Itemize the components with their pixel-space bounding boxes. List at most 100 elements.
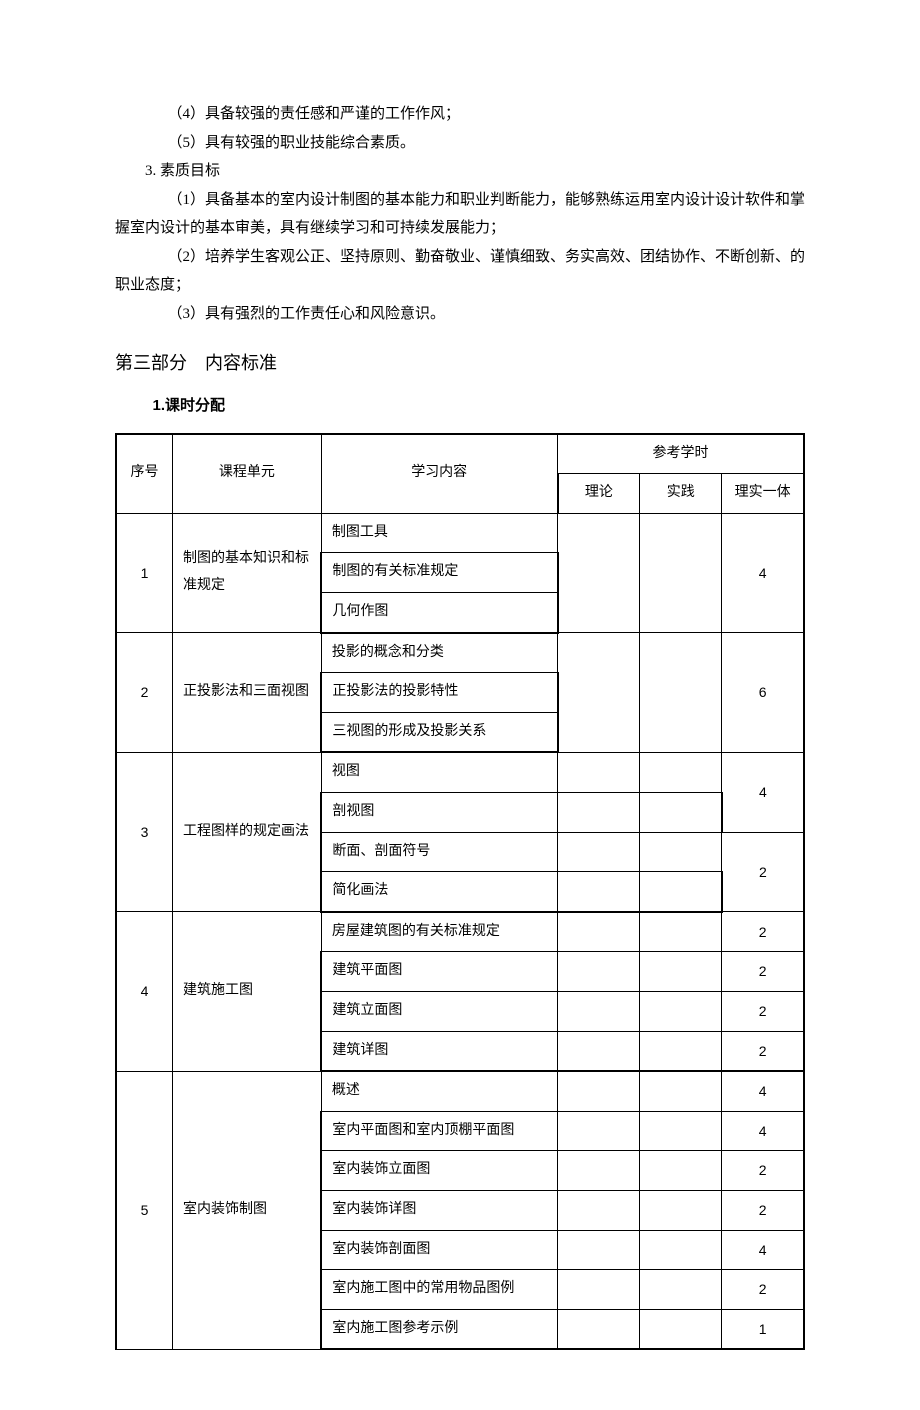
cell-seq: 4	[116, 912, 172, 1071]
cell-practice	[640, 992, 722, 1032]
cell-combined: 4	[722, 1230, 804, 1270]
cell-content: 室内施工图参考示例	[321, 1309, 557, 1349]
cell-theory	[558, 872, 640, 912]
section-3-title: 第三部分 内容标准	[115, 346, 805, 380]
cell-unit: 正投影法和三面视图	[172, 633, 321, 753]
cell-content: 房屋建筑图的有关标准规定	[321, 912, 557, 952]
p3-item-3: （3）具有强烈的工作责任心和风险意识。	[115, 300, 805, 329]
cell-seq: 3	[116, 752, 172, 911]
cell-unit: 建筑施工图	[172, 912, 321, 1071]
cell-theory	[558, 1151, 640, 1191]
cell-practice	[640, 1230, 722, 1270]
cell-content: 制图工具	[321, 513, 557, 553]
cell-theory	[558, 832, 640, 872]
p3-item-2: （2）培养学生客观公正、坚持原则、勤奋敬业、谨慎细致、务实高效、团结协作、不断创…	[115, 243, 805, 300]
p3-item-2-text: （2）培养学生客观公正、坚持原则、勤奋敬业、谨慎细致、务实高效、团结协作、不断创…	[115, 249, 805, 294]
cell-combined: 4	[722, 752, 804, 832]
cell-content: 断面、剖面符号	[321, 832, 557, 872]
th-unit: 课程单元	[172, 434, 321, 514]
cell-content: 建筑详图	[321, 1031, 557, 1071]
th-practice: 实践	[640, 474, 722, 514]
cell-content: 建筑立面图	[321, 992, 557, 1032]
cell-practice	[640, 952, 722, 992]
cell-theory	[558, 793, 640, 833]
cell-content: 正投影法的投影特性	[321, 673, 557, 713]
cell-unit: 室内装饰制图	[172, 1071, 321, 1349]
cell-content: 几何作图	[321, 593, 557, 633]
point3-heading: 3. 素质目标	[115, 157, 805, 186]
cell-combined: 4	[722, 1111, 804, 1151]
cell-combined: 2	[722, 952, 804, 992]
cell-content: 视图	[321, 752, 557, 792]
cell-theory	[558, 912, 640, 952]
cell-theory	[558, 1111, 640, 1151]
subheading-1: 1.课时分配	[115, 392, 805, 421]
cell-practice	[640, 1071, 722, 1111]
cell-practice	[640, 912, 722, 952]
cell-theory	[558, 633, 640, 753]
cell-theory	[558, 752, 640, 792]
cell-theory	[558, 952, 640, 992]
cell-seq: 1	[116, 513, 172, 632]
cell-seq: 2	[116, 633, 172, 753]
cell-combined: 4	[722, 1071, 804, 1111]
cell-content: 室内装饰详图	[321, 1190, 557, 1230]
cell-content: 概述	[321, 1071, 557, 1111]
table-row: 3 工程图样的规定画法 视图 4	[116, 752, 804, 792]
cell-combined: 2	[722, 1190, 804, 1230]
th-seq: 序号	[116, 434, 172, 514]
table-row: 1 制图的基本知识和标准规定 制图工具 4	[116, 513, 804, 553]
table-row: 5 室内装饰制图 概述 4	[116, 1071, 804, 1111]
cell-combined: 4	[722, 513, 804, 632]
cell-practice	[640, 1111, 722, 1151]
cell-content: 简化画法	[321, 872, 557, 912]
cell-combined: 2	[722, 1270, 804, 1310]
th-hours-group: 参考学时	[558, 434, 804, 474]
hours-table: 序号 课程单元 学习内容 参考学时 理论 实践 理实一体 1 制图的基本知识和标…	[115, 433, 805, 1351]
cell-theory	[558, 992, 640, 1032]
cell-combined: 2	[722, 1151, 804, 1191]
cell-theory	[558, 1270, 640, 1310]
th-combined: 理实一体	[722, 474, 804, 514]
cell-theory	[558, 1309, 640, 1349]
cell-content: 制图的有关标准规定	[321, 553, 557, 593]
subheading-1-text: 1.课时分配	[153, 397, 226, 414]
cell-content: 投影的概念和分类	[321, 633, 557, 673]
cell-theory	[558, 1031, 640, 1071]
cell-practice	[640, 1270, 722, 1310]
table-row: 4 建筑施工图 房屋建筑图的有关标准规定 2	[116, 912, 804, 952]
cell-seq: 5	[116, 1071, 172, 1349]
th-theory: 理论	[558, 474, 640, 514]
cell-unit: 工程图样的规定画法	[172, 752, 321, 911]
cell-content: 室内装饰剖面图	[321, 1230, 557, 1270]
cell-practice	[640, 513, 722, 632]
cell-practice	[640, 633, 722, 753]
cell-content: 室内施工图中的常用物品图例	[321, 1270, 557, 1310]
cell-practice	[640, 832, 722, 872]
cell-practice	[640, 752, 722, 792]
cell-combined: 2	[722, 912, 804, 952]
cell-theory	[558, 513, 640, 632]
table-row: 2 正投影法和三面视图 投影的概念和分类 6	[116, 633, 804, 673]
cell-content: 室内装饰立面图	[321, 1151, 557, 1191]
p3-item-1: （1）具备基本的室内设计制图的基本能力和职业判断能力，能够熟练运用室内设计设计软…	[115, 186, 805, 243]
p3-item-1-text: （1）具备基本的室内设计制图的基本能力和职业判断能力，能够熟练运用室内设计设计软…	[115, 192, 805, 237]
cell-combined: 2	[722, 992, 804, 1032]
cell-content: 三视图的形成及投影关系	[321, 712, 557, 752]
cell-combined: 2	[722, 832, 804, 912]
cell-content: 建筑平面图	[321, 952, 557, 992]
cell-unit: 制图的基本知识和标准规定	[172, 513, 321, 632]
cell-combined: 2	[722, 1031, 804, 1071]
intro-item-4: （4）具备较强的责任感和严谨的工作作风；	[115, 100, 805, 129]
cell-theory	[558, 1190, 640, 1230]
cell-content: 室内平面图和室内顶棚平面图	[321, 1111, 557, 1151]
table-header-row-1: 序号 课程单元 学习内容 参考学时	[116, 434, 804, 474]
cell-content: 剖视图	[321, 793, 557, 833]
cell-practice	[640, 1309, 722, 1349]
cell-practice	[640, 1031, 722, 1071]
cell-practice	[640, 1190, 722, 1230]
cell-combined: 6	[722, 633, 804, 753]
th-content: 学习内容	[321, 434, 557, 514]
cell-theory	[558, 1071, 640, 1111]
cell-practice	[640, 872, 722, 912]
